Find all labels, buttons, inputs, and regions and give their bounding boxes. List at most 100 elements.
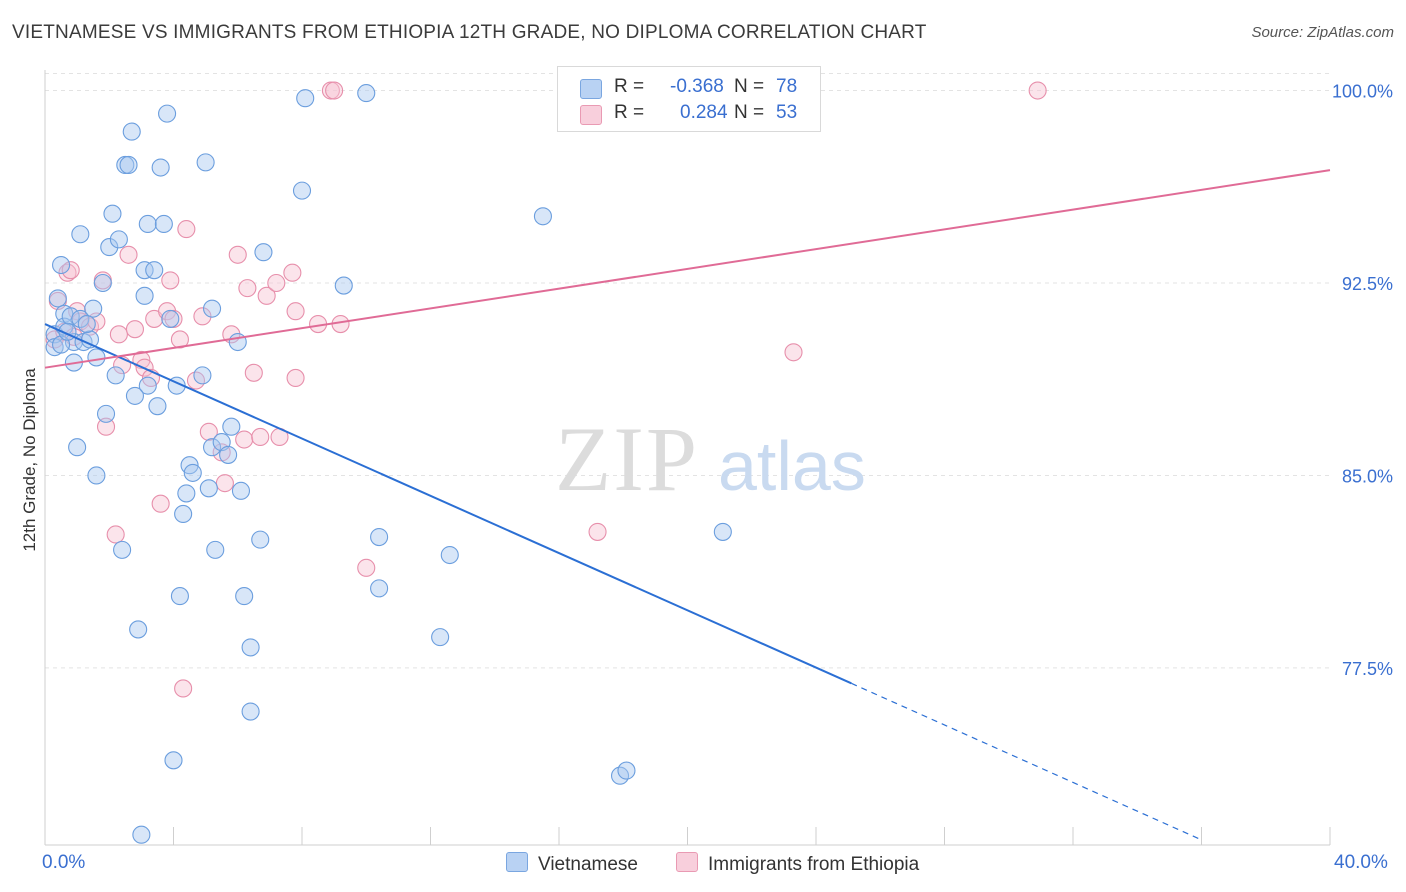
data-point: [151, 158, 170, 177]
x-tick-max: 40.0%: [1334, 852, 1388, 873]
axes: [44, 70, 1331, 846]
r-value: -0.368: [670, 76, 724, 97]
y-tick-label: 85.0%: [1342, 466, 1393, 486]
data-point: [109, 325, 128, 344]
legend-item-ethiopia: Immigrants from Ethiopia: [676, 852, 919, 876]
data-point: [174, 679, 193, 698]
data-point: [77, 315, 96, 334]
data-point: [193, 366, 212, 385]
trend-line-vietnamese-extension: [851, 682, 1202, 841]
pink-swatch-icon: [580, 105, 602, 125]
data-point: [96, 417, 116, 436]
data-point: [440, 545, 459, 565]
data-point: [283, 263, 302, 282]
blue-swatch-icon: [506, 852, 528, 872]
data-point: [533, 207, 552, 226]
r-value: 0.284: [680, 102, 728, 123]
data-point: [119, 155, 138, 175]
data-point: [103, 204, 122, 223]
data-point: [61, 261, 80, 280]
data-point: [370, 528, 389, 547]
legend-label: Immigrants from Ethiopia: [708, 854, 920, 875]
data-point: [151, 494, 170, 513]
data-point: [106, 366, 125, 385]
data-point: [100, 238, 119, 257]
data-point: [132, 825, 151, 844]
data-point: [170, 330, 189, 349]
data-point: [199, 479, 218, 498]
data-point: [244, 363, 263, 382]
data-point: [235, 587, 254, 606]
n-value: 78: [776, 76, 798, 97]
data-point: [161, 309, 180, 328]
y-axis-label: 12th Grade, No Diploma: [20, 368, 39, 552]
source-label: Source: ZipAtlas.com: [1251, 24, 1394, 41]
data-point: [357, 84, 376, 103]
data-point: [48, 289, 67, 308]
data-point: [174, 504, 193, 524]
watermark-zip: ZIP: [555, 408, 699, 510]
data-point: [93, 273, 112, 293]
n-value: 53: [776, 102, 798, 123]
data-point: [87, 348, 106, 367]
data-point: [145, 261, 164, 280]
data-point: [87, 466, 106, 485]
series-vietnamese-points: [45, 84, 732, 844]
data-point: [71, 225, 90, 244]
data-point: [125, 320, 144, 339]
data-point: [203, 299, 222, 318]
data-point: [122, 122, 141, 141]
data-point: [206, 540, 225, 559]
y-tick-label: 100.0%: [1332, 82, 1393, 102]
data-point: [1028, 81, 1047, 100]
data-point: [228, 245, 247, 264]
data-point: [154, 214, 173, 234]
watermark-atlas: atlas: [718, 427, 866, 505]
data-point: [286, 368, 305, 387]
data-point: [170, 587, 189, 606]
data-point: [254, 243, 273, 262]
r-label: R =: [614, 102, 645, 123]
data-point: [251, 427, 270, 447]
trend-lines: [44, 169, 1331, 841]
legend-label: Vietnamese: [538, 854, 638, 875]
pink-swatch-icon: [676, 852, 698, 872]
data-point: [177, 220, 196, 239]
data-point: [215, 474, 234, 493]
data-point: [357, 558, 376, 577]
data-point: [219, 445, 238, 464]
data-point: [106, 525, 125, 544]
data-point: [370, 579, 389, 598]
data-point: [325, 81, 344, 100]
series-ethiopia-points: [45, 81, 1047, 698]
data-point: [119, 245, 138, 264]
data-point: [193, 307, 212, 326]
data-point: [177, 484, 196, 503]
data-point: [148, 397, 167, 416]
data-point: [68, 438, 87, 457]
data-point: [161, 271, 180, 290]
y-tick-labels: 100.0% 92.5% 85.0% 77.5%: [1332, 82, 1393, 679]
trend-line-ethiopia: [44, 169, 1331, 369]
r-label: R =: [614, 76, 645, 97]
trend-line-vietnamese: [44, 323, 852, 685]
data-point: [129, 620, 148, 639]
data-point: [138, 214, 157, 234]
data-point: [228, 332, 247, 352]
data-point: [238, 279, 257, 298]
watermark: ZIP atlas: [555, 408, 866, 510]
stats-box: R = -0.368 N = 78 R = 0.284 N = 53: [557, 66, 821, 132]
grid-lines: [45, 73, 1330, 669]
data-point: [203, 438, 222, 457]
data-point: [196, 153, 215, 172]
data-point: [135, 261, 154, 280]
data-point: [588, 522, 607, 541]
data-point: [241, 638, 260, 657]
data-point: [109, 230, 128, 249]
data-point: [784, 343, 803, 362]
data-point: [257, 286, 276, 305]
data-point: [199, 422, 218, 441]
data-point: [267, 273, 286, 293]
data-point: [231, 481, 251, 500]
